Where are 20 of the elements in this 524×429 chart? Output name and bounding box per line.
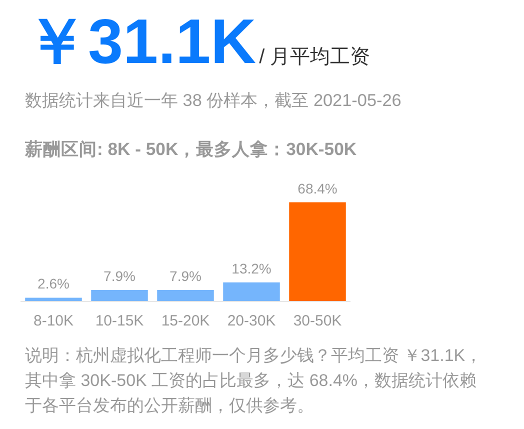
data-label: 13.2%	[232, 260, 272, 276]
data-label: 68.4%	[298, 180, 338, 196]
text: 说明：杭州虚拟化工程师一个月多少钱？平均工资 ￥31.1K，其中拿 30K-50K 工资的占比最多，达 68.4%，数据统计依赖于各平台发布的公开薪酬，仅供参考。	[24, 345, 484, 417]
text: 薪酬区间: 8K - 50K，最多人拿：30K-50K	[24, 138, 357, 161]
x-tick-label: 10-15K	[95, 312, 144, 330]
data-label: 2.6%	[38, 276, 70, 292]
bar	[91, 290, 148, 302]
chart-title: ￥31.1K	[25, 7, 256, 77]
bar	[25, 298, 82, 302]
bar	[223, 282, 280, 302]
text: 数据统计来自近一年 38 份样本，截至 2021-05-26	[24, 89, 402, 112]
data-label: 7.9%	[104, 268, 136, 284]
data-label: 7.9%	[170, 268, 202, 284]
x-tick-label: 20-30K	[227, 312, 276, 330]
x-tick-label: 15-20K	[161, 312, 210, 330]
bar	[157, 290, 214, 302]
chart-subtitle: / 月平均工资	[259, 46, 370, 68]
bar	[289, 202, 346, 302]
x-tick-label: 30-50K	[293, 312, 342, 330]
x-tick-label: 8-10K	[33, 312, 74, 330]
